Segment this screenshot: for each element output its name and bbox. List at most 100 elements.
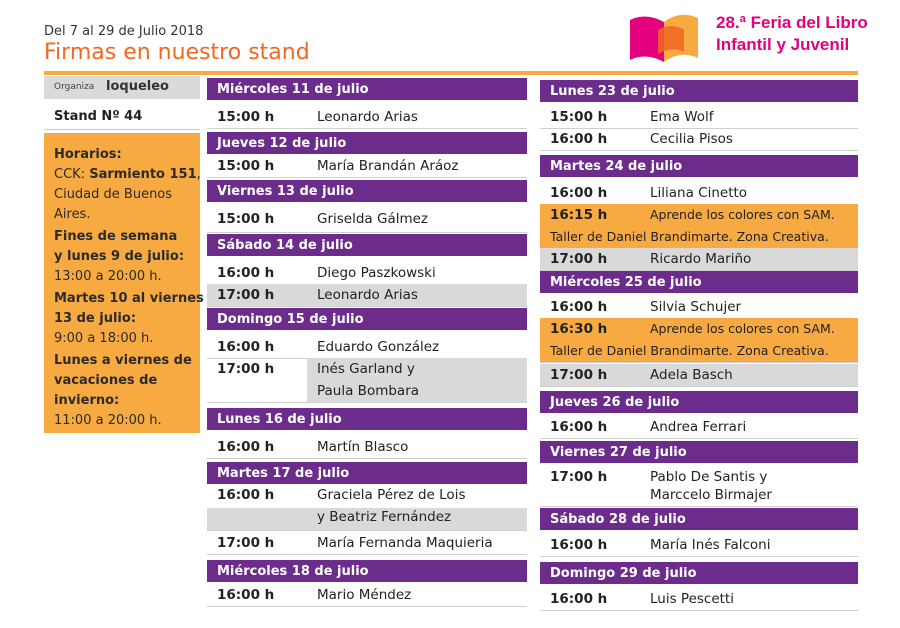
hours-line: vacaciones de: [54, 373, 157, 388]
day-label: Lunes 16 de julio: [217, 412, 342, 427]
author-name: Leonardo Arias: [317, 109, 418, 125]
row-divider: [540, 610, 858, 611]
signing-row: 17:00 h María Fernanda Maquieria: [207, 532, 527, 554]
signing-time: 16:00 h: [217, 339, 275, 355]
signing-row: 15:00 h Griselda Gálmez: [207, 208, 527, 232]
day-header: Viernes 13 de julio: [207, 180, 527, 202]
day-header: Jueves 12 de julio: [207, 132, 527, 154]
hours-text: Aires.: [54, 207, 91, 222]
hours-text: Lunes a viernes de: [54, 353, 192, 368]
hours-text: Martes 10 al viernes: [54, 291, 204, 306]
row-divider: [540, 506, 858, 507]
signing-time: 16:00 h: [217, 587, 275, 603]
author-name-continued: Marccelo Birmajer: [650, 487, 772, 503]
row-shade: [207, 508, 527, 530]
row-shade: [307, 284, 527, 306]
day-header: Jueves 26 de julio: [540, 391, 858, 413]
signing-row: 17:00 h Leonardo Arias: [207, 284, 527, 306]
signing-row: 17:00 h Adela Basch: [540, 364, 858, 386]
signing-time: 17:00 h: [550, 251, 608, 267]
signing-row: 17:00 h Ricardo Mariño: [540, 248, 858, 270]
hours-text: 13:00 a 20:00 h.: [54, 269, 162, 284]
row-shade: [307, 358, 527, 402]
hours-line: 13 de julio:: [54, 311, 136, 326]
row-divider: [540, 128, 858, 129]
signing-time: 15:00 h: [550, 109, 608, 125]
author-name-continued: Taller de Daniel Brandimarte. Zona Creat…: [550, 229, 829, 244]
signing-row: 15:00 h Leonardo Arias: [207, 106, 527, 128]
day-header: Martes 17 de julio: [207, 462, 527, 484]
signing-row: 16:00 h María Inés Falconi: [540, 534, 858, 556]
day-header: Lunes 16 de julio: [207, 408, 527, 430]
row-shade-time: [207, 284, 307, 306]
book-fair-logo-icon: [630, 14, 698, 63]
row-divider: [540, 150, 858, 151]
signing-time: 17:00 h: [217, 361, 275, 377]
day-label: Miércoles 25 de julio: [550, 275, 702, 290]
hours-text: y lunes 9 de julio:: [54, 249, 185, 264]
day-header: Lunes 23 de julio: [540, 80, 858, 102]
author-name: Aprende los colores con SAM.: [650, 207, 835, 222]
row-divider: [207, 128, 527, 129]
signing-row: 16:00 h Luis Pescetti: [540, 588, 858, 610]
hours-text: CCK:: [54, 167, 90, 182]
row-divider: [540, 270, 858, 271]
signing-row: 17:00 h Pablo De Santis y Marccelo Birmaje…: [540, 466, 858, 506]
stand-number: Stand Nº 44: [44, 103, 200, 130]
day-label: Domingo 29 de julio: [550, 566, 697, 581]
day-header: Miércoles 11 de julio: [207, 78, 527, 100]
author-name: Silvia Schujer: [650, 299, 742, 315]
author-name: Inés Garland y: [317, 361, 415, 377]
signing-row: 16:00 h Martín Blasco: [207, 436, 527, 458]
author-name: Cecilia Pisos: [650, 131, 733, 147]
author-name: María Brandán Aráoz: [317, 158, 459, 174]
fair-line-1: 28.ª Feria del Libro: [716, 13, 868, 32]
row-shade: [640, 364, 858, 386]
signing-row: 16:15 h Aprende los colores con SAM. Talle…: [540, 204, 858, 248]
signing-row: 16:00 h Liliana Cinetto: [540, 182, 858, 204]
day-label: Martes 17 de julio: [217, 466, 350, 481]
signing-row: 16:00 h Silvia Schujer: [540, 296, 858, 318]
author-name: Adela Basch: [650, 367, 733, 383]
hours-text: 11:00 a 20:00 h.: [54, 413, 162, 428]
author-name: Ema Wolf: [650, 109, 714, 125]
signing-row: 16:00 h Diego Paszkowski: [207, 262, 527, 284]
signing-row: 15:00 h María Brandán Aráoz: [207, 155, 527, 177]
signing-time: 16:00 h: [217, 265, 275, 281]
hours-text: 9:00 a 18:00 h.: [54, 331, 154, 346]
signing-row: 17:00 h Inés Garland y Paula Bombara: [207, 358, 527, 402]
row-divider: [207, 554, 527, 555]
signing-row: 15:00 h Ema Wolf: [540, 106, 858, 128]
signing-time: 16:00 h: [217, 439, 275, 455]
row-shade: [640, 248, 858, 270]
signing-row: 16:00 h Eduardo González: [207, 336, 527, 358]
signing-time: 16:00 h: [550, 537, 608, 553]
author-name: Liliana Cinetto: [650, 185, 748, 201]
signing-time: 16:00 h: [217, 487, 275, 503]
author-name: Graciela Pérez de Lois: [317, 487, 466, 503]
stand-label: Stand Nº 44: [54, 109, 143, 124]
row-divider: [207, 306, 527, 307]
hours-line: Lunes a viernes de: [54, 353, 192, 368]
author-name: Aprende los colores con SAM.: [650, 321, 835, 336]
hours-line: invierno:: [54, 393, 119, 408]
hours-text: 13 de julio:: [54, 311, 137, 326]
author-name: Luis Pescetti: [650, 591, 734, 607]
signing-time: 16:15 h: [550, 207, 608, 223]
author-name: Mario Méndez: [317, 587, 412, 603]
day-label: Domingo 15 de julio: [217, 312, 364, 327]
author-name: María Fernanda Maquieria: [317, 535, 493, 551]
signing-time: 16:00 h: [550, 299, 608, 315]
signing-time: 17:00 h: [550, 469, 608, 485]
row-divider: [207, 606, 527, 607]
signing-time: 17:00 h: [217, 535, 275, 551]
day-label: Lunes 23 de julio: [550, 84, 675, 99]
row-divider: [207, 402, 527, 403]
author-name: Pablo De Santis y: [650, 469, 768, 485]
signing-time: 16:00 h: [550, 419, 608, 435]
day-header: Viernes 27 de julio: [540, 441, 858, 463]
hours-address-tail: ,: [196, 167, 201, 182]
organizer-box: Organiza loqueleo: [44, 76, 200, 99]
row-divider: [540, 386, 858, 387]
row-divider: [207, 232, 527, 233]
